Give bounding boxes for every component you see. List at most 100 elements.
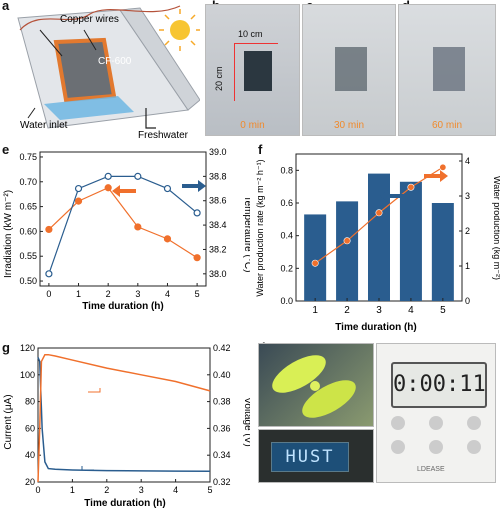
panel-label-f: f (258, 142, 263, 157)
y-tick-label: 40 (25, 450, 35, 460)
x-tick-label: 5 (207, 485, 212, 495)
absorber-photo-fogged (335, 47, 367, 91)
cumulative-point-3 (407, 183, 415, 191)
data-point-0-4 (163, 235, 172, 243)
y-axis-label: Irradiation (kW m⁻²) (3, 190, 14, 278)
current-indicator (81, 466, 94, 471)
cf-label: CF-600 (98, 56, 132, 67)
y2-tick-label: 38.8 (209, 171, 227, 181)
x-tick-label: 5 (440, 305, 446, 316)
bar-4 (399, 181, 422, 301)
y2-tick-label: 4 (465, 156, 470, 166)
data-point-1-5 (193, 209, 201, 217)
x-tick-label: 4 (173, 485, 178, 495)
timer-brand: LDEASE (417, 466, 445, 473)
bar-1 (304, 214, 327, 301)
data-point-0-3 (134, 223, 142, 231)
y2-tick-label: 3 (465, 191, 470, 201)
schematic-figure: Copper wires CF-600 Water inlet Freshwat… (17, 5, 201, 141)
panel-a: a Copper wires CF-600 Water inlet Fresh (0, 0, 201, 141)
y2-tick-label: 38.4 (209, 220, 227, 230)
x-tick-label: 2 (106, 289, 111, 299)
y-tick-label: 80 (25, 397, 35, 407)
y-tick-label: 100 (20, 370, 35, 380)
fan-icon (272, 355, 356, 418)
data-point-1-4 (163, 184, 172, 193)
x-tick-label: 1 (70, 485, 75, 495)
width-label: 10 cm (238, 29, 263, 39)
timer-button-2[interactable] (429, 416, 443, 430)
timer-buttons (387, 414, 487, 458)
timer-screen: 0:00:11 (391, 362, 487, 408)
y2-tick-label: 38.0 (209, 269, 227, 279)
width-dimension (234, 43, 278, 44)
copper-wire (19, 5, 181, 31)
cumulative-point-0 (311, 259, 319, 267)
y-tick-label: 0.65 (19, 202, 37, 212)
photo-0-min: 10 cm 20 cm 0 min (205, 4, 300, 136)
x-tick-label: 1 (312, 305, 318, 316)
copper-label: Copper wires (60, 14, 119, 25)
wire-pointer-1 (39, 29, 63, 57)
y-axis-label: Current (μA) (3, 394, 14, 449)
timer-button-5[interactable] (429, 440, 443, 454)
freshwater-label: Freshwater (138, 130, 189, 140)
bar-5 (431, 203, 454, 301)
x-tick-label: 1 (76, 289, 81, 299)
y-axis-label: Water production rate (kg m⁻² h⁻¹) (255, 159, 265, 296)
x-axis-label: Time duration (h) (84, 498, 165, 509)
x-tick-label: 0 (35, 485, 40, 495)
y2-tick-label: 1 (465, 261, 470, 271)
y-tick-label: 0.60 (19, 226, 37, 236)
cumulative-point-2 (375, 209, 383, 217)
data-point-1-0 (45, 270, 53, 278)
irradiation-axis-arrow (112, 185, 136, 197)
timer-button-3[interactable] (467, 416, 481, 430)
lcd-screen: HUST (271, 442, 349, 472)
timestamp-60: 60 min (431, 120, 462, 131)
series-line-1 (48, 175, 198, 275)
x-tick-label: 3 (139, 485, 144, 495)
y2-tick-label: 0 (465, 296, 470, 306)
data-point-0-2 (104, 184, 112, 192)
x-axis-label: Time duration (h) (335, 322, 416, 333)
photo-30-min: 30 min (302, 4, 396, 136)
timestamp-0: 0 min (240, 120, 265, 131)
y-tick-label: 60 (25, 423, 35, 433)
height-dimension (234, 43, 235, 101)
x-tick-label: 3 (135, 289, 140, 299)
timer-photo: 0:00:11 LDEASE (376, 343, 496, 483)
plot-frame (39, 151, 207, 287)
y-tick-label: 20 (25, 477, 35, 487)
rate-axis-arrow (380, 190, 404, 202)
cf-absorber (53, 37, 117, 103)
bar-3 (368, 173, 390, 301)
y2-axis-label: Temperature (°C) (242, 196, 250, 273)
water-channel (44, 96, 134, 120)
y-tick-label: 0.8 (280, 165, 293, 175)
y-tick-label: 0.4 (280, 231, 293, 241)
absorber-photo (244, 51, 272, 91)
y-tick-label: 0.75 (19, 152, 37, 162)
x-tick-label: 4 (408, 305, 414, 316)
sun-icon (159, 9, 201, 51)
timestamp-30: 30 min (333, 120, 364, 131)
x-tick-label: 2 (344, 305, 350, 316)
y2-tick-label: 0.34 (213, 450, 231, 460)
y2-axis-label: Voltage (V) (242, 397, 250, 446)
plot-frame (37, 347, 211, 483)
x-tick-label: 4 (165, 289, 170, 299)
y-tick-label: 120 (20, 343, 35, 353)
production-axis-arrow (424, 170, 448, 182)
cumulative-point-1 (343, 237, 351, 245)
y2-tick-label: 0.42 (213, 343, 231, 353)
photo-60-min: 60 min (398, 4, 496, 136)
timer-button-4[interactable] (391, 440, 405, 454)
y2-tick-label: 2 (465, 226, 470, 236)
panel-label-a: a (2, 0, 10, 13)
timer-button-6[interactable] (467, 440, 481, 454)
y2-tick-label: 38.2 (209, 244, 227, 254)
timer-button-1[interactable] (391, 416, 405, 430)
data-point-1-3 (134, 172, 142, 180)
x-tick-label: 2 (104, 485, 109, 495)
